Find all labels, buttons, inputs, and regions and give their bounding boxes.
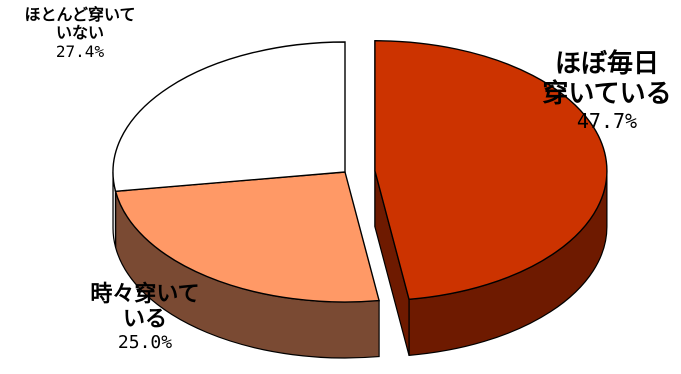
slice-name-sometimes-line-1: 時々穿いて [90,282,200,307]
slice-value-rarely: 27.4% [55,41,105,61]
slice-name-sometimes-line-2: いる [122,307,167,333]
pie-tops [112,40,608,303]
slice-label-sometimes: 時々穿いて いる 25.0% [60,282,230,353]
slice-daily [374,40,608,301]
slice-name-daily-line-2: 穿いている [542,78,672,109]
slice-value-sometimes: 25.0% [117,331,173,353]
slice-name-rarely-line-1: ほとんど穿いて [24,5,136,24]
slice-label-rarely: ほとんど穿いて いない 27.4% [0,5,160,61]
slice-name-daily-line-1: ほぼ毎日 [554,49,659,79]
slice-name-rarely-line-2: いない [55,23,104,43]
slice-value-daily: 47.7% [576,108,638,133]
slice-label-daily: ほぼ毎日 穿いている 47.7% [532,49,681,133]
slice-rarely [112,41,346,193]
slice-sometimes [114,171,380,303]
